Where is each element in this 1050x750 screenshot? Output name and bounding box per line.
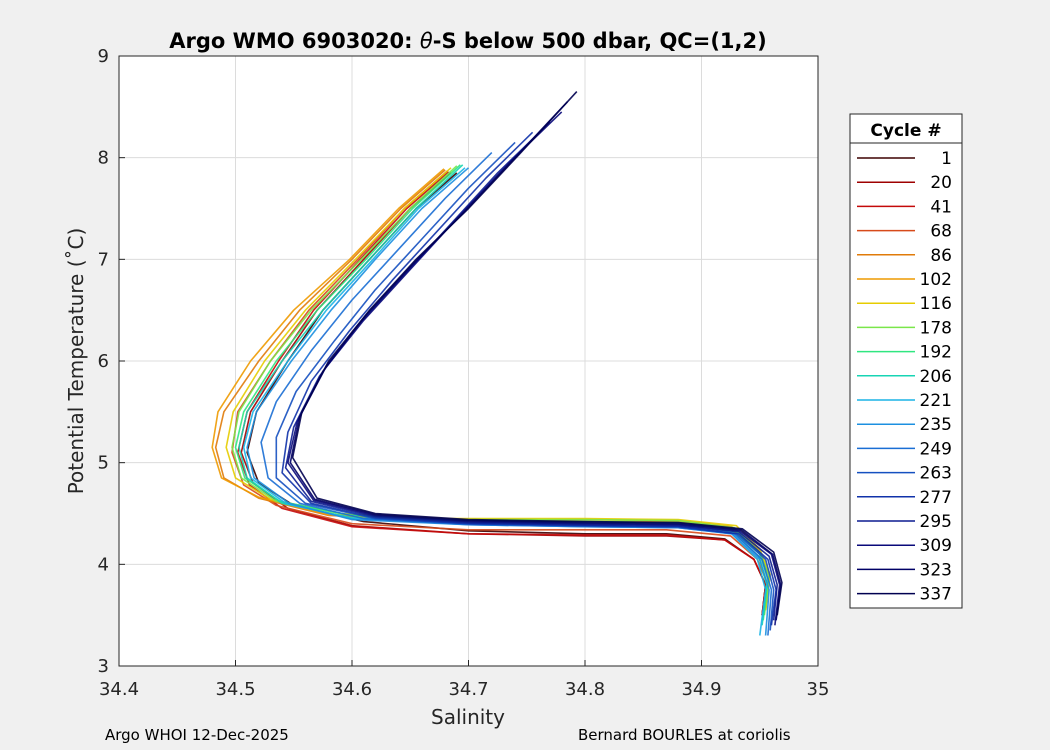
y-tick-label: 5 (98, 453, 109, 474)
legend-label-cycle-116: 116 (920, 294, 952, 314)
chart-title-suffix: -S below 500 dbar, QC=(1,2) (433, 29, 767, 53)
y-tick-label: 6 (98, 351, 109, 372)
x-tick-label: 34.9 (681, 679, 721, 700)
legend-label-cycle-263: 263 (920, 464, 952, 484)
series-lines (211, 91, 783, 636)
legend-label-cycle-102: 102 (920, 270, 952, 290)
x-axis-ticks: 34.4 34.5 34.6 34.7 34.8 34.9 35 (99, 660, 829, 700)
legend-label-cycle-86: 86 (930, 246, 952, 266)
legend-label-cycle-41: 41 (930, 197, 952, 217)
legend-label-cycle-249: 249 (920, 439, 952, 459)
series-line-cycle-249 (260, 152, 773, 636)
footer-right-text: Bernard BOURLES at coriolis (578, 726, 791, 744)
legend-label-cycle-178: 178 (920, 318, 952, 338)
legend-label-cycle-192: 192 (920, 343, 952, 363)
x-tick-label: 35 (807, 679, 830, 700)
legend-label-cycle-1: 1 (941, 149, 952, 169)
y-tick-label: 4 (98, 554, 109, 575)
legend-label-cycle-206: 206 (920, 367, 952, 387)
legend-items: 1 20 41 68 86 102 116 178 192 206 221 235 249 263 277 2… (857, 149, 952, 605)
x-tick-label: 34.7 (448, 679, 488, 700)
y-tick-label: 9 (98, 46, 109, 67)
legend-label-cycle-235: 235 (920, 415, 952, 435)
y-axis-ticks: 3 4 5 6 7 8 9 (98, 46, 125, 677)
chart-title-theta: θ (420, 29, 433, 53)
legend-label-cycle-20: 20 (930, 173, 952, 193)
legend-label-cycle-323: 323 (920, 560, 952, 580)
chart-title: Argo WMO 6903020: θ-S below 500 dbar, QC… (169, 29, 766, 53)
x-tick-label: 34.5 (215, 679, 255, 700)
y-tick-label: 7 (98, 249, 109, 270)
legend: Cycle # 1 20 41 68 86 102 116 178 192 206 221 235 24… (849, 113, 963, 609)
y-tick-label: 8 (98, 148, 109, 169)
series-line-cycle-277 (281, 131, 777, 626)
legend-label-cycle-309: 309 (920, 536, 952, 556)
x-tick-label: 34.8 (565, 679, 605, 700)
legend-label-cycle-68: 68 (930, 222, 952, 242)
x-tick-label: 34.6 (332, 679, 372, 700)
legend-label-cycle-337: 337 (920, 585, 952, 605)
x-axis-label: Salinity (431, 705, 505, 729)
legend-box (849, 113, 963, 609)
series-line-cycle-337 (291, 91, 783, 616)
legend-label-cycle-277: 277 (920, 488, 952, 508)
chart-title-prefix: Argo WMO 6903020: (169, 29, 420, 53)
series-line-cycle-235 (246, 167, 770, 636)
series-line-cycle-68 (231, 170, 769, 616)
legend-label-cycle-295: 295 (920, 512, 952, 532)
legend-label-cycle-221: 221 (920, 391, 952, 411)
y-tick-label: 3 (98, 656, 109, 677)
legend-title: Cycle # (870, 121, 941, 141)
footer-left-text: Argo WHOI 12-Dec-2025 (105, 726, 289, 744)
series-line-cycle-41 (237, 171, 767, 616)
x-tick-label: 34.4 (99, 679, 139, 700)
series-line-cycle-309 (287, 111, 781, 626)
y-axis-label: Potential Temperature (˚C) (64, 228, 88, 495)
series-line-cycle-263 (275, 141, 775, 631)
